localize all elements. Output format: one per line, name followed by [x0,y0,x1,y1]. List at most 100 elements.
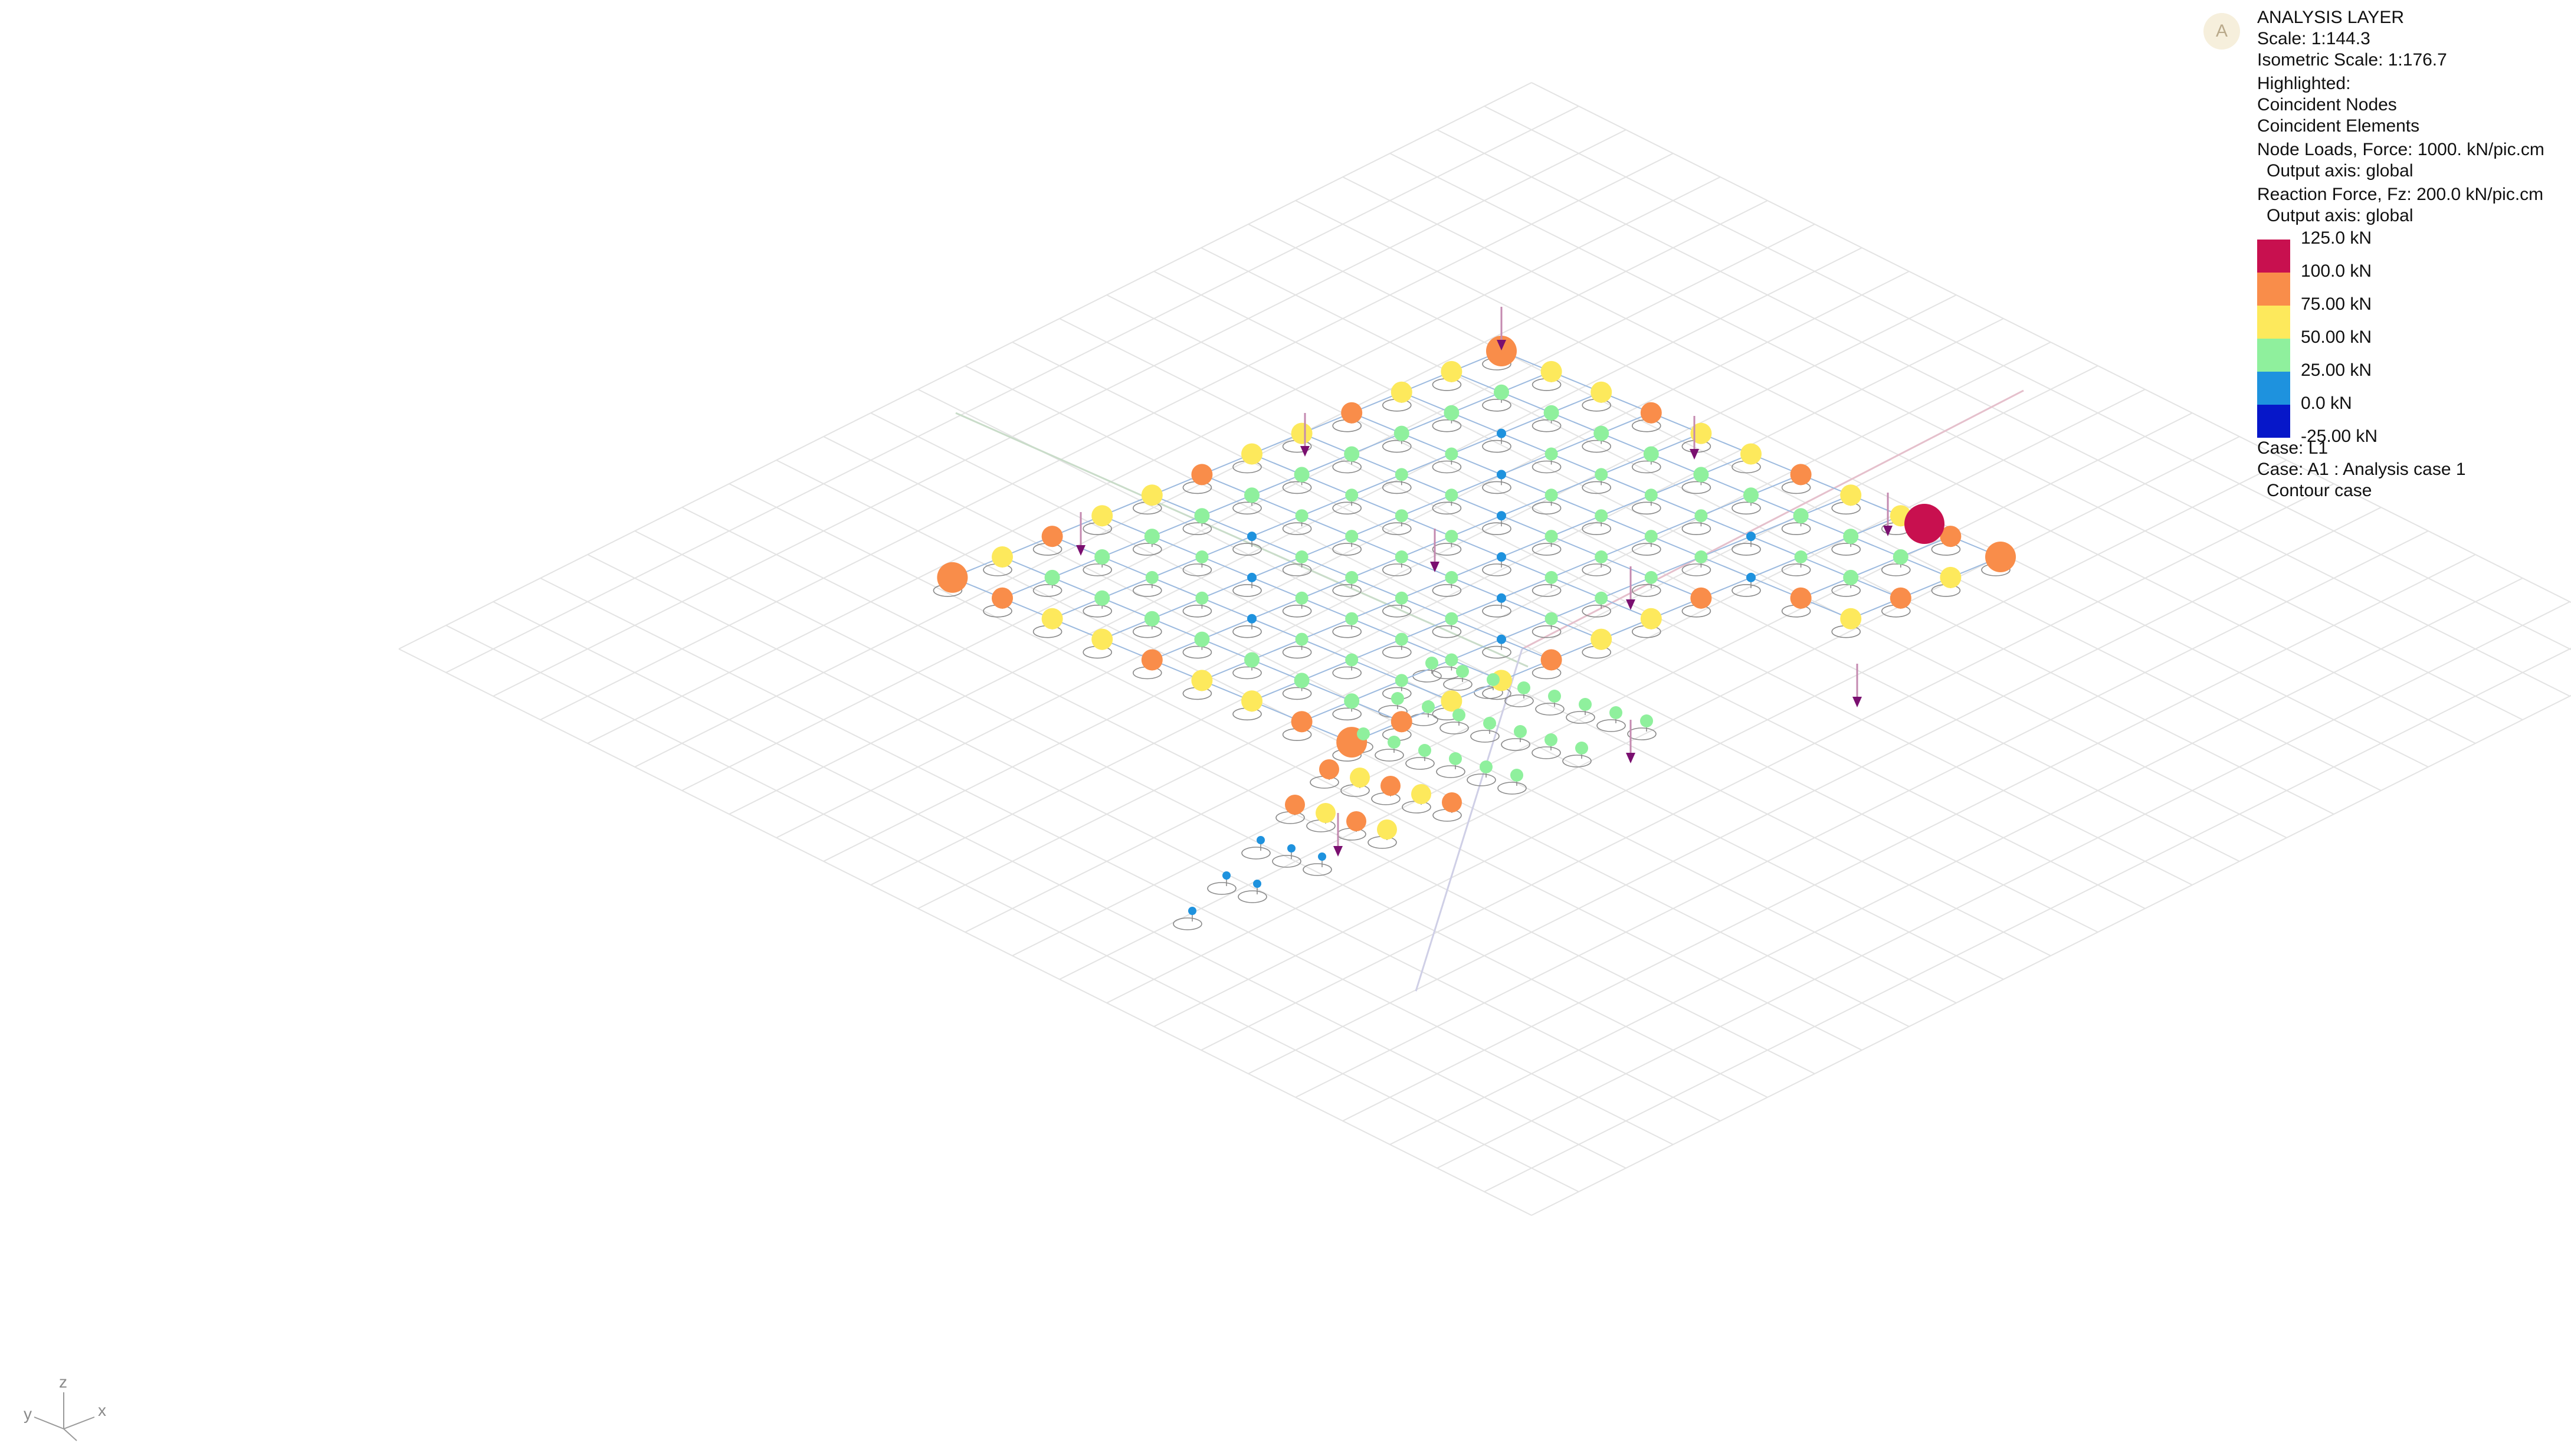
reaction-node[interactable] [1456,665,1469,678]
reaction-node[interactable] [1985,542,2016,572]
reaction-node[interactable] [1543,405,1559,421]
reaction-node[interactable] [1195,591,1209,605]
reaction-node[interactable] [1445,488,1458,502]
reaction-node[interactable] [937,562,968,593]
reaction-node[interactable] [1144,611,1160,627]
reaction-node[interactable] [1041,526,1063,547]
reaction-node[interactable] [1418,744,1431,757]
reaction-node[interactable] [1497,593,1506,603]
reaction-node[interactable] [1191,464,1213,486]
reaction-node[interactable] [1483,717,1496,730]
reaction-node[interactable] [1640,608,1662,629]
reaction-node[interactable] [1544,733,1557,746]
reaction-node[interactable] [1346,811,1366,831]
reaction-node[interactable] [1480,760,1493,773]
reaction-node[interactable] [1790,464,1812,486]
reaction-node[interactable] [1388,736,1401,749]
reaction-node[interactable] [1294,467,1310,483]
reaction-node[interactable] [1377,819,1397,840]
reaction-node[interactable] [1843,529,1859,545]
reaction-node[interactable] [1395,550,1408,563]
reaction-node[interactable] [1746,532,1756,542]
reaction-node[interactable] [1247,614,1257,624]
reaction-node[interactable] [1391,711,1412,733]
reaction-node[interactable] [1411,784,1431,804]
reaction-node[interactable] [1444,405,1460,421]
reaction-node[interactable] [1291,422,1313,444]
reaction-node[interactable] [1643,446,1659,462]
reaction-node[interactable] [1694,550,1708,563]
reaction-node[interactable] [1497,428,1506,438]
reaction-node[interactable] [1644,530,1658,543]
reaction-node[interactable] [1644,570,1658,584]
reaction-node[interactable] [1595,468,1608,481]
reaction-node[interactable] [1441,690,1462,712]
reaction-node[interactable] [1445,653,1458,667]
reaction-node[interactable] [1575,742,1588,755]
reaction-node[interactable] [1510,769,1523,782]
reaction-node[interactable] [1445,530,1458,543]
reaction-node[interactable] [992,546,1013,568]
reaction-node[interactable] [1345,530,1359,543]
reaction-node[interactable] [1244,487,1260,503]
reaction-node[interactable] [1640,402,1662,424]
reaction-node[interactable] [1344,446,1360,462]
reaction-node[interactable] [1548,690,1561,703]
reaction-node[interactable] [1319,759,1339,779]
reaction-node[interactable] [1295,509,1309,523]
reaction-node[interactable] [1445,570,1458,584]
reaction-node[interactable] [1295,550,1309,563]
reaction-node[interactable] [1740,443,1762,465]
reaction-node[interactable] [1544,570,1558,584]
reaction-node[interactable] [1544,488,1558,502]
reaction-node[interactable] [1241,443,1262,465]
reaction-node[interactable] [1188,907,1196,915]
reaction-node[interactable] [1593,425,1609,441]
reaction-node[interactable] [1442,792,1462,812]
reaction-node[interactable] [1395,674,1408,687]
reaction-node[interactable] [1357,727,1370,740]
reaction-node[interactable] [1840,484,1862,506]
reaction-node[interactable] [1694,509,1708,523]
reaction-node[interactable] [1345,653,1359,667]
reaction-node[interactable] [1441,360,1462,382]
reaction-node[interactable] [1316,803,1336,823]
reaction-node[interactable] [1247,572,1257,582]
reaction-node[interactable] [1449,752,1462,765]
reaction-node[interactable] [1257,836,1265,844]
reaction-node[interactable] [1391,692,1404,705]
reaction-node[interactable] [1540,649,1562,671]
reaction-node[interactable] [1890,587,1911,609]
reaction-node[interactable] [1497,511,1506,521]
reaction-node[interactable] [1793,508,1809,524]
reaction-node[interactable] [1940,566,1962,588]
reaction-node[interactable] [1253,880,1261,888]
reaction-node[interactable] [1391,381,1412,403]
reaction-node[interactable] [1294,673,1310,688]
reaction-node[interactable] [1094,549,1110,565]
reaction-node[interactable] [1609,706,1622,719]
reaction-node[interactable] [1497,634,1506,644]
reaction-node[interactable] [1044,569,1060,585]
reaction-node[interactable] [1487,673,1500,686]
reaction-node[interactable] [1497,552,1506,562]
reaction-node[interactable] [1540,360,1562,382]
reaction-node[interactable] [1544,612,1558,625]
reaction-node[interactable] [1690,422,1712,444]
reaction-node[interactable] [1595,591,1608,605]
reaction-node[interactable] [1244,652,1260,668]
reaction-node[interactable] [1141,484,1163,506]
reaction-node[interactable] [1395,591,1408,605]
reaction-node[interactable] [1141,649,1163,671]
reaction-node[interactable] [1395,509,1408,523]
reaction-node[interactable] [1595,550,1608,563]
user-avatar-icon[interactable]: A [2203,13,2240,50]
reaction-node[interactable] [1544,530,1558,543]
reaction-node[interactable] [1344,693,1360,709]
reaction-node[interactable] [1341,402,1363,424]
reaction-node[interactable] [1486,336,1517,366]
reaction-node[interactable] [1222,871,1231,880]
reaction-node[interactable] [1690,587,1712,609]
reaction-node[interactable] [1291,711,1313,733]
